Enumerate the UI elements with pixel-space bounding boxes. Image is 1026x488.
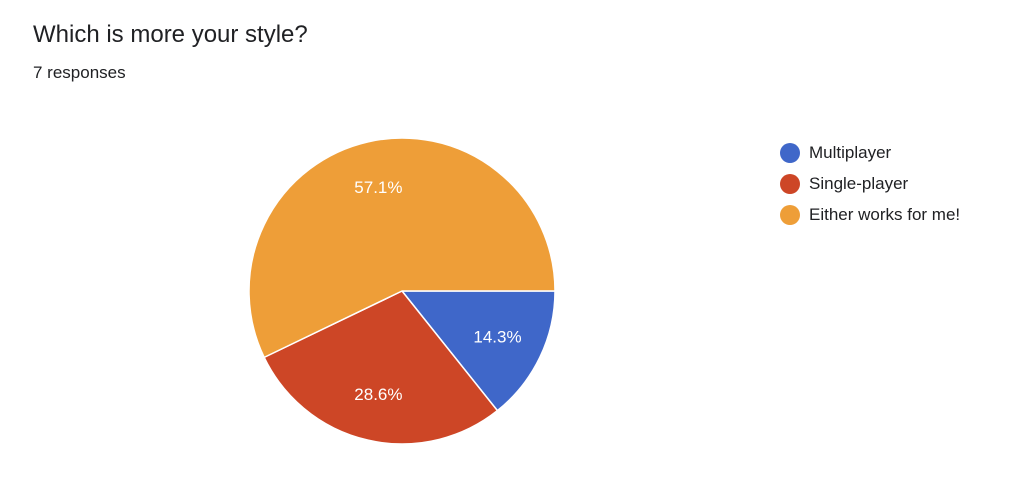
- legend-swatch-icon: [780, 173, 800, 194]
- chart-legend: Multiplayer Single-player Either works for…: [780, 137, 960, 230]
- pie-slice-single-player[interactable]: [263, 290, 499, 445]
- pie-slice-multiplayer[interactable]: [401, 290, 556, 412]
- legend-item[interactable]: Multiplayer: [780, 137, 960, 168]
- legend-label: Multiplayer: [809, 142, 892, 162]
- legend-item[interactable]: Single-player: [780, 168, 960, 199]
- slice-percent-label: 57.1%: [354, 178, 402, 197]
- legend-swatch-icon: [780, 142, 800, 163]
- legend-item[interactable]: Either works for me!: [780, 199, 960, 230]
- legend-label: Single-player: [809, 173, 909, 193]
- chart-title: Which is more your style?: [33, 21, 308, 48]
- response-count: 7 responses: [33, 63, 126, 82]
- slice-percent-label: 14.3%: [473, 328, 521, 347]
- slice-percent-label: 28.6%: [354, 385, 402, 404]
- pie-slice-either-works-for-me[interactable]: [248, 137, 556, 359]
- legend-label: Either works for me!: [809, 204, 961, 224]
- legend-swatch-icon: [780, 204, 800, 225]
